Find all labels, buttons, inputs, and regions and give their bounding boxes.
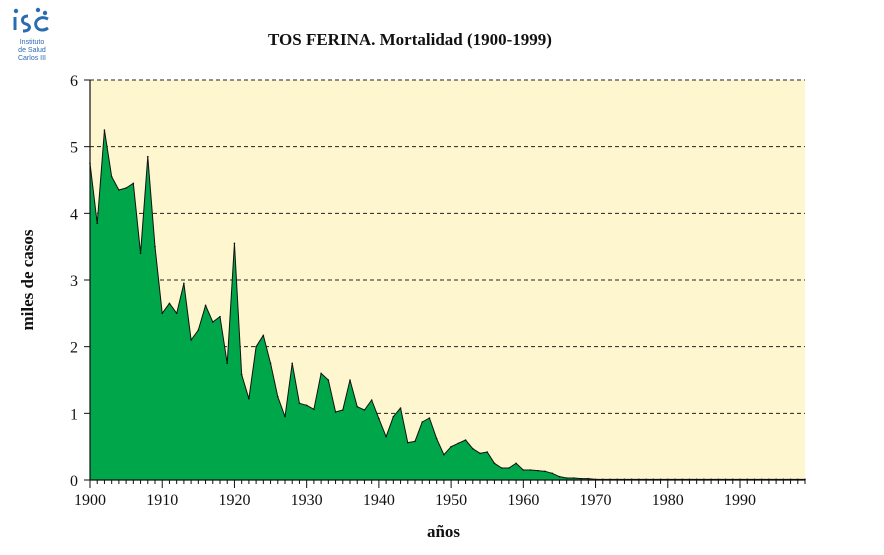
data-point-1953	[471, 447, 474, 450]
data-point-1948	[435, 437, 438, 440]
data-point-1902	[103, 129, 106, 131]
logo-text-line1: Instituto	[19, 39, 45, 46]
data-point-1926	[276, 395, 279, 398]
data-point-1915	[197, 329, 200, 331]
data-point-1906	[132, 182, 135, 185]
data-point-1923	[255, 345, 257, 348]
x-tick-label-1970: 1970	[580, 492, 612, 509]
data-point-1966	[565, 477, 568, 479]
data-point-1938	[363, 409, 366, 411]
data-point-1962	[536, 469, 539, 472]
logo-text-line2: de Salud	[18, 47, 46, 54]
data-point-1939	[370, 399, 373, 401]
data-point-1909	[154, 245, 156, 248]
data-point-1921	[240, 373, 243, 376]
data-point-1959	[515, 462, 517, 465]
data-point-1929	[298, 402, 301, 405]
data-point-1950	[450, 445, 452, 448]
data-point-1940	[378, 417, 380, 420]
data-point-1969	[587, 477, 590, 480]
data-point-1931	[313, 408, 315, 411]
data-point-1901	[96, 222, 99, 225]
data-point-1928	[291, 362, 294, 365]
x-tick-label-1980: 1980	[652, 492, 684, 509]
data-point-1925	[269, 362, 272, 365]
chart-title: TOS FERINA. Mortalidad (1900-1999)	[268, 30, 552, 49]
data-point-1907	[139, 252, 142, 255]
data-point-1924	[262, 334, 265, 337]
data-point-1919	[226, 362, 229, 365]
data-point-1956	[493, 462, 496, 465]
x-tick-label-1910: 1910	[146, 492, 178, 509]
data-point-1922	[248, 397, 250, 400]
x-tick-label-1960: 1960	[507, 492, 539, 509]
data-point-1957	[500, 467, 503, 469]
data-point-1933	[327, 379, 330, 381]
data-point-1960	[522, 469, 525, 471]
y-tick-label-3: 3	[70, 273, 78, 290]
data-point-1965	[558, 475, 561, 478]
data-point-1914	[190, 339, 192, 341]
y-tick-label-6: 6	[70, 73, 78, 90]
data-point-1964	[551, 472, 554, 475]
data-point-1905	[125, 187, 127, 189]
y-tick-label-0: 0	[70, 473, 78, 490]
y-axis-title: miles de casos	[18, 229, 37, 330]
x-tick-label-1930: 1930	[291, 492, 323, 509]
data-point-1967	[573, 477, 575, 479]
y-tick-label-2: 2	[70, 340, 78, 357]
x-tick-label-1940: 1940	[363, 492, 395, 509]
x-tick-label-1920: 1920	[218, 492, 250, 509]
data-point-1912	[175, 312, 178, 315]
y-tick-label-5: 5	[70, 140, 78, 157]
data-point-1943	[399, 407, 402, 409]
isciii-logo-icon	[13, 7, 49, 33]
data-point-1958	[508, 467, 510, 469]
data-point-1963	[544, 470, 546, 473]
data-point-1946	[421, 421, 424, 423]
data-point-1968	[580, 477, 582, 480]
data-point-1917	[211, 321, 214, 323]
data-point-1942	[392, 415, 395, 418]
x-tick-label-1900: 1900	[74, 492, 106, 509]
x-tick-label-1990: 1990	[724, 492, 756, 509]
data-point-1952	[464, 439, 467, 441]
data-point-1947	[428, 417, 431, 419]
data-point-1935	[341, 409, 344, 411]
data-point-1944	[406, 441, 409, 444]
logo-text-line3: Carlos III	[17, 55, 46, 62]
data-point-1903	[110, 175, 113, 178]
data-point-1951	[457, 442, 460, 445]
data-point-1930	[305, 404, 308, 407]
data-point-1911	[168, 302, 171, 305]
data-point-1934	[334, 411, 337, 413]
data-point-1949	[443, 453, 445, 456]
data-point-1941	[385, 435, 387, 438]
data-point-1936	[349, 379, 351, 381]
x-axis-title: años	[427, 522, 460, 541]
data-point-1927	[284, 415, 286, 418]
y-tick-label-1: 1	[70, 406, 78, 423]
data-point-1916	[204, 304, 207, 307]
data-point-1932	[320, 372, 322, 375]
data-point-1937	[356, 405, 359, 408]
data-point-1910	[161, 312, 164, 315]
data-point-1955	[486, 451, 489, 453]
data-point-1920	[233, 242, 236, 245]
data-point-1954	[479, 452, 481, 455]
data-point-1918	[219, 315, 221, 318]
data-point-1945	[414, 440, 416, 443]
data-point-1961	[529, 469, 532, 471]
data-point-1904	[118, 189, 120, 191]
data-point-1913	[183, 282, 185, 285]
isciii-logo: Instituto de Salud Carlos III	[4, 6, 60, 66]
data-point-1908	[146, 155, 149, 158]
y-tick-label-4: 4	[70, 206, 78, 223]
x-tick-label-1950: 1950	[435, 492, 467, 509]
